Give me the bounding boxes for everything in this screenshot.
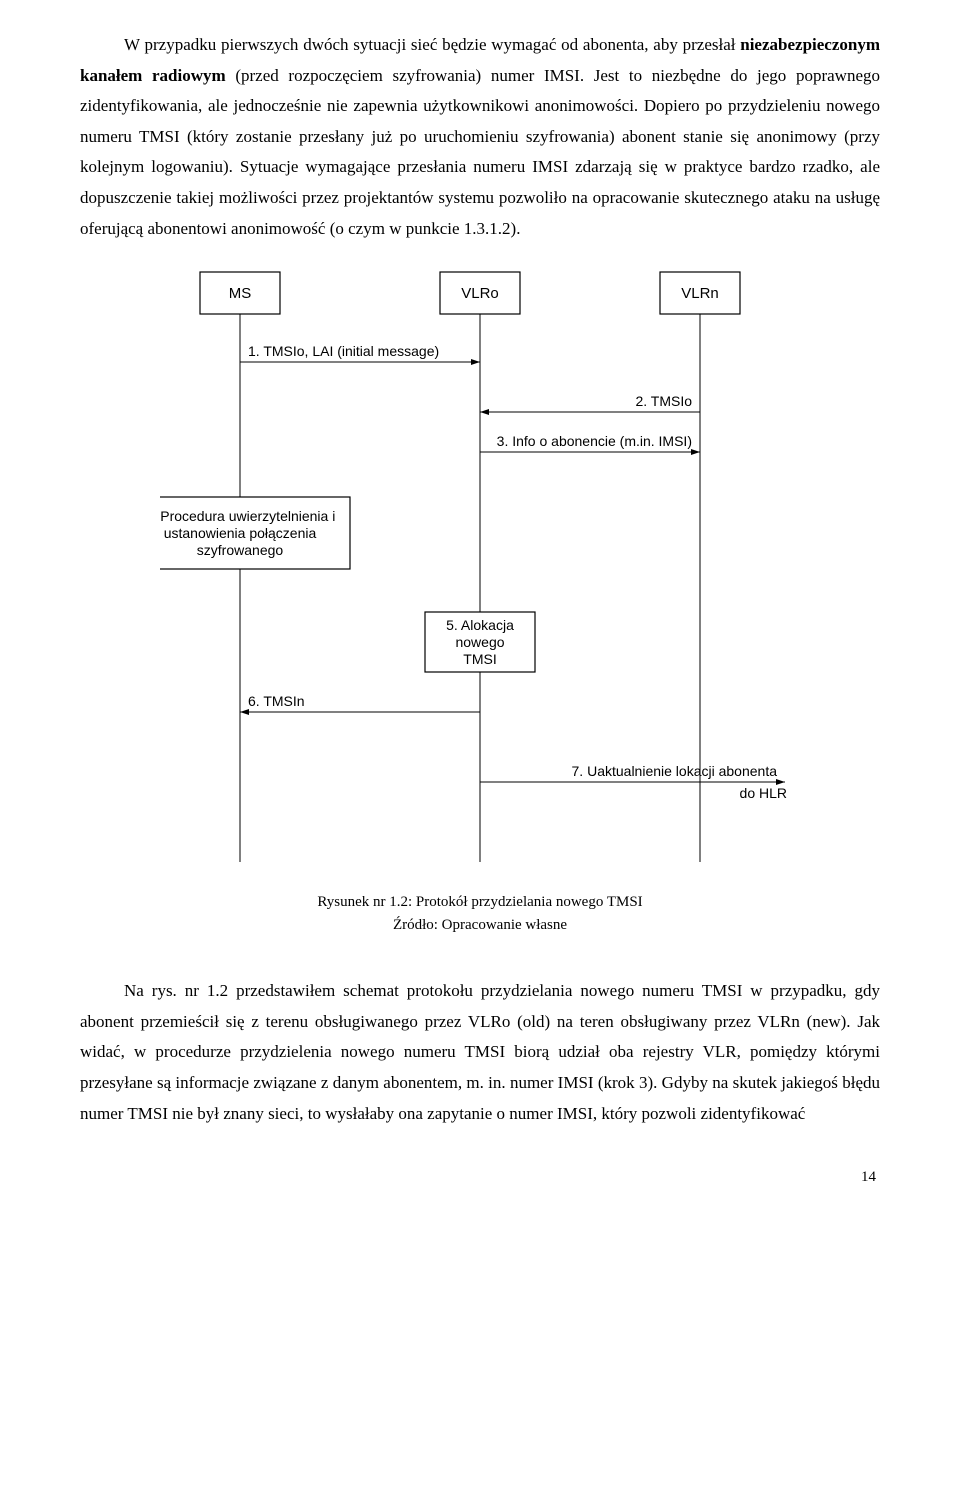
svg-text:szyfrowanego: szyfrowanego	[197, 542, 284, 558]
document-page: W przypadku pierwszych dwóch sytuacji si…	[0, 0, 960, 1216]
caption-line-2: Źródło: Opracowanie własne	[393, 917, 567, 933]
sequence-diagram-svg: MS VLRo VLRn 1. TMSIo, LAI (initial message…	[160, 262, 800, 882]
caption-line-1: Rysunek nr 1.2: Protokół przydzielania n…	[317, 894, 642, 910]
figure-caption: Rysunek nr 1.2: Protokół przydzielania n…	[80, 891, 880, 936]
svg-text:do HLR: do HLR	[740, 785, 787, 801]
svg-text:4. Procedura uwierzytelnienia: 4. Procedura uwierzytelnienia i	[160, 508, 335, 524]
svg-text:ustanowienia połączenia: ustanowienia połączenia	[164, 525, 317, 541]
svg-text:2. TMSIo: 2. TMSIo	[635, 393, 692, 409]
svg-text:3. Info o abonencie (m.in. IMS: 3. Info o abonencie (m.in. IMSI)	[497, 433, 692, 449]
svg-text:6. TMSIn: 6. TMSIn	[248, 693, 305, 709]
svg-text:nowego: nowego	[455, 634, 504, 650]
svg-text:VLRo: VLRo	[461, 285, 499, 302]
svg-text:5. Alokacja: 5. Alokacja	[446, 617, 514, 633]
page-number: 14	[80, 1169, 880, 1186]
svg-text:TMSI: TMSI	[463, 651, 496, 667]
paragraph-1: W przypadku pierwszych dwóch sytuacji si…	[80, 30, 880, 244]
paragraph-2: Na rys. nr 1.2 przedstawiłem schemat pro…	[80, 976, 880, 1129]
svg-text:MS: MS	[229, 285, 252, 302]
sequence-diagram: MS VLRo VLRn 1. TMSIo, LAI (initial message…	[80, 262, 880, 936]
p1-text-b: (przed rozpoczęciem szyfrowania) numer I…	[80, 66, 880, 238]
svg-text:7. Uaktualnienie lokacji abone: 7. Uaktualnienie lokacji abonenta	[572, 763, 778, 779]
p1-text-a: W przypadku pierwszych dwóch sytuacji si…	[124, 35, 740, 54]
svg-text:1. TMSIo, LAI (initial message: 1. TMSIo, LAI (initial message)	[248, 343, 439, 359]
svg-text:VLRn: VLRn	[681, 285, 719, 302]
